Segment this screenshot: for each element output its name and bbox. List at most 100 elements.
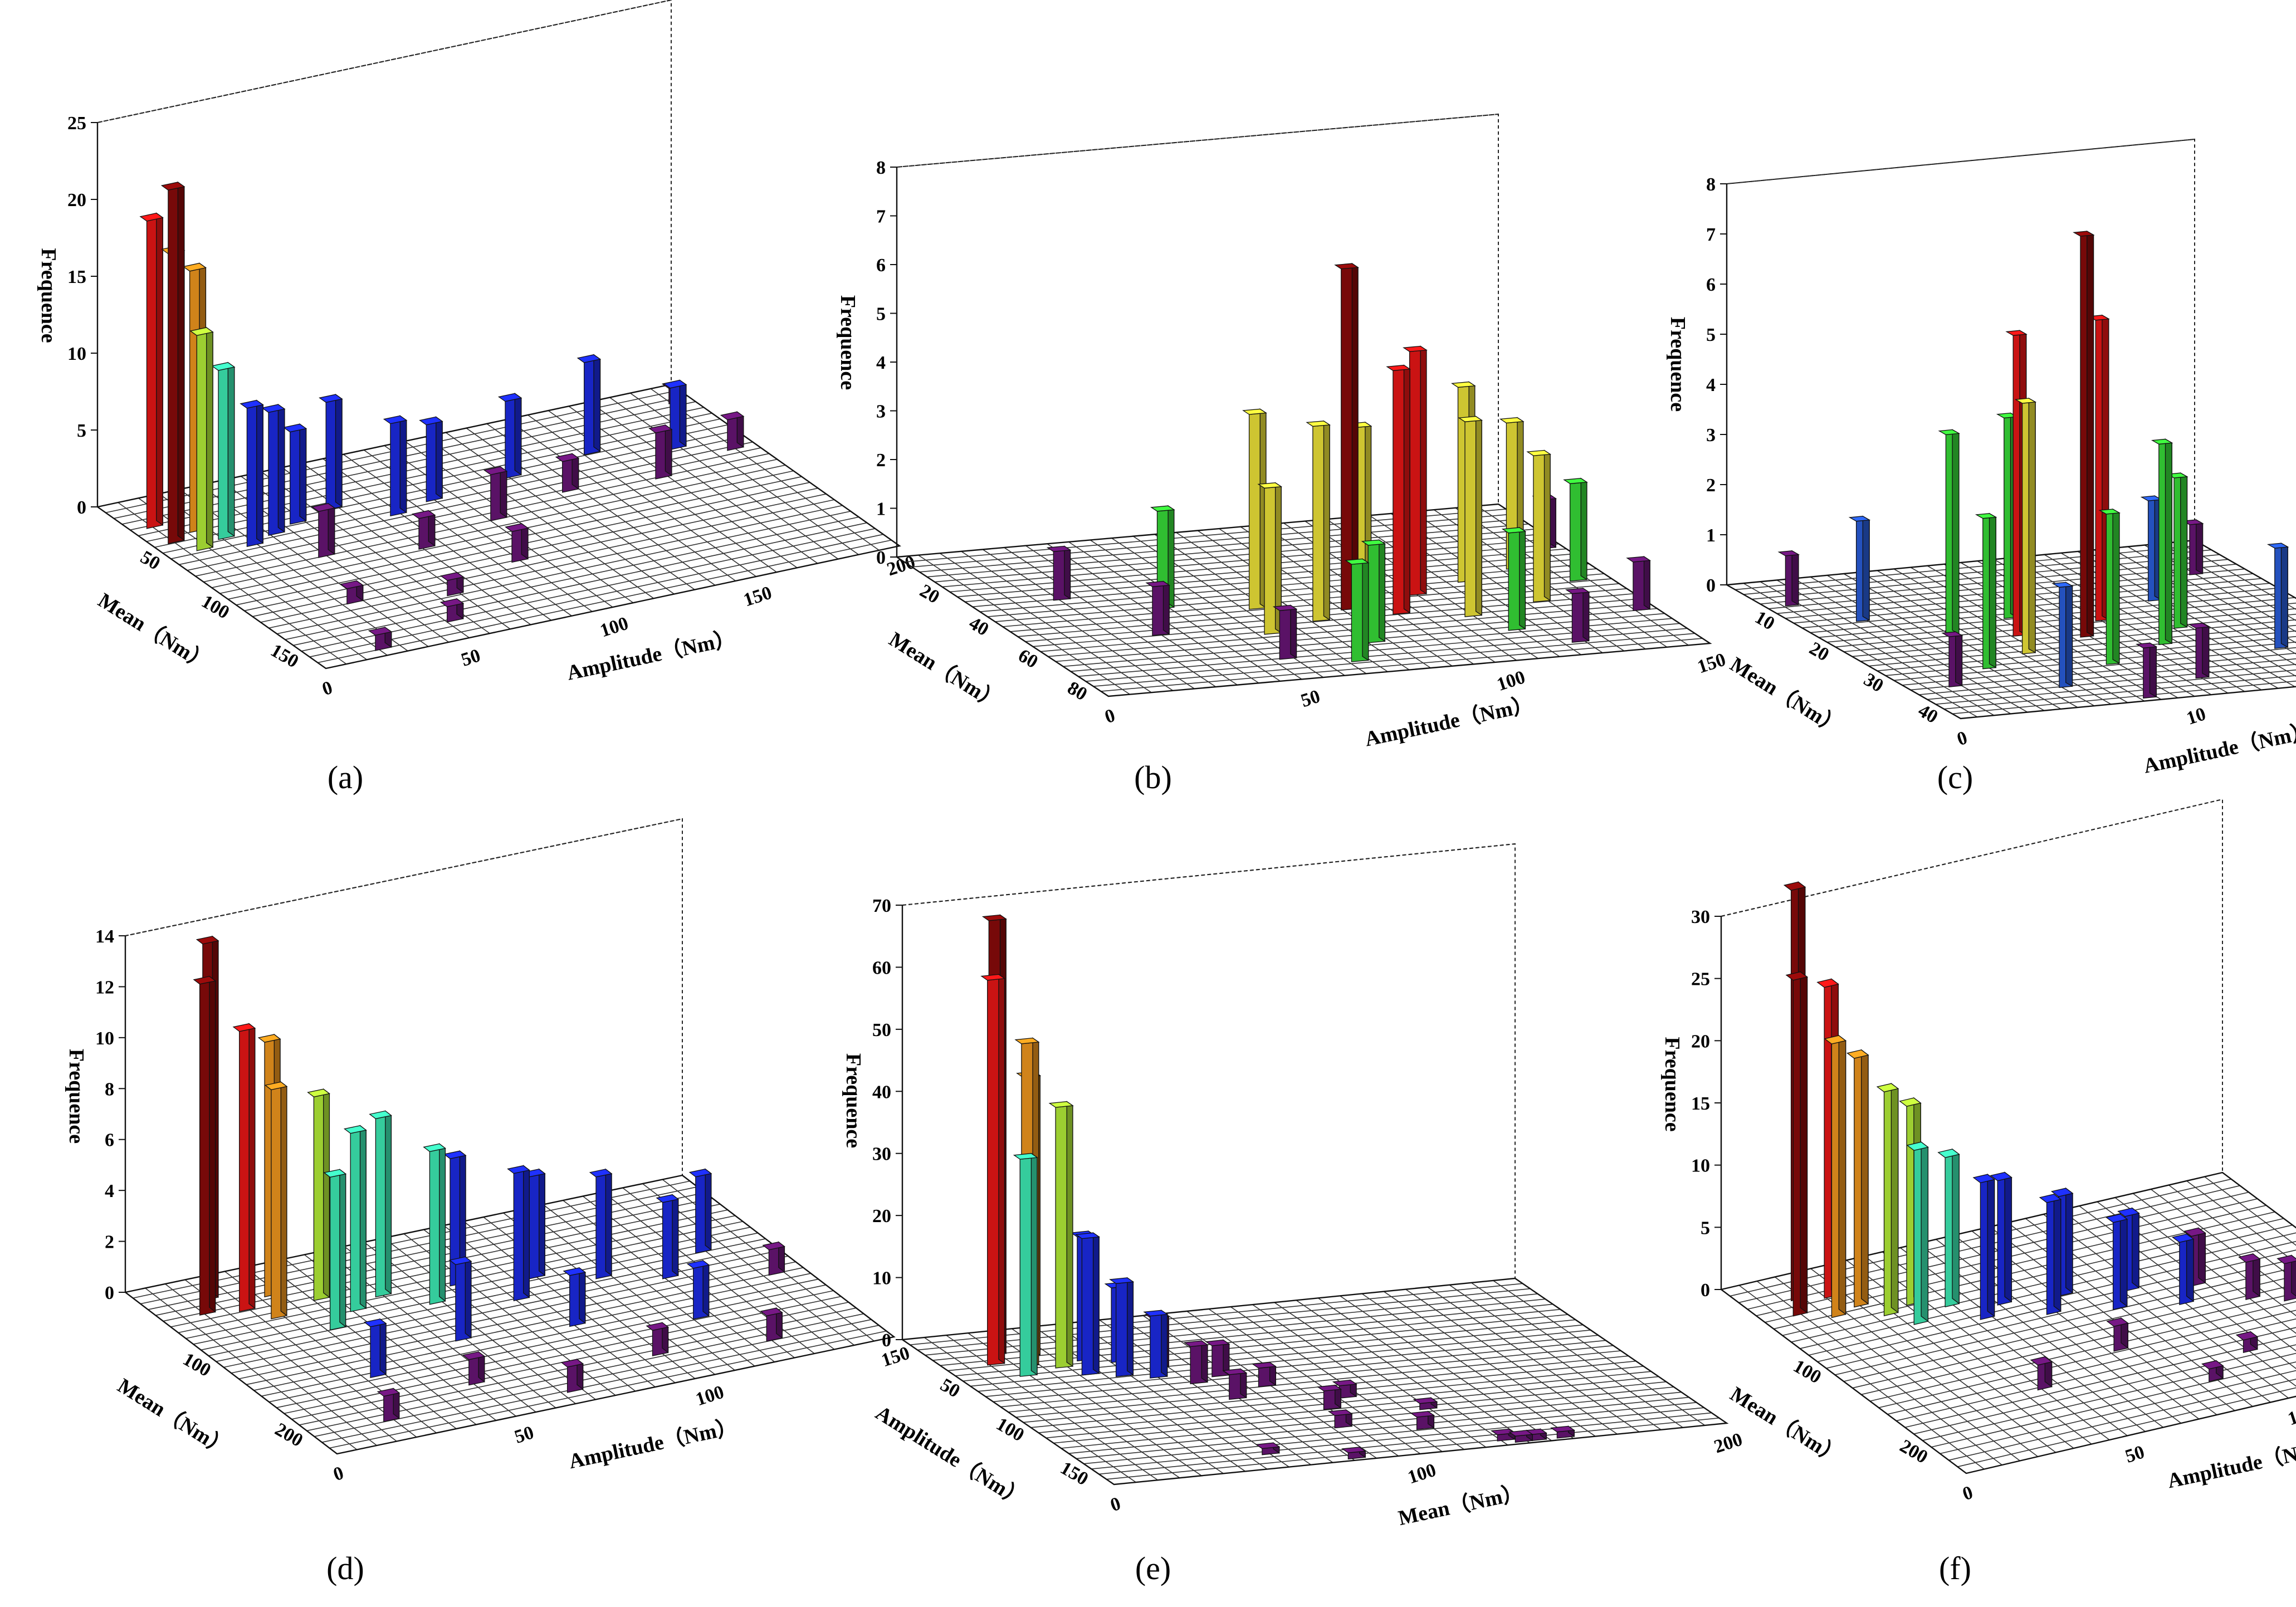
grid-line	[1086, 628, 1688, 682]
grid-line	[276, 511, 851, 634]
bar	[2030, 1356, 2053, 1391]
bar-top-face	[1777, 550, 1800, 556]
grid-line	[1340, 1295, 1552, 1442]
grid-line	[1061, 1386, 1674, 1449]
chart-panel-c: 0123456780102010203040FrequenceAmplitude…	[1666, 138, 2296, 795]
bar	[1048, 1101, 1074, 1369]
bar-side-face	[328, 502, 335, 555]
bar	[1458, 416, 1483, 617]
z-tick-label: 70	[872, 896, 891, 916]
bar-top-face	[448, 1256, 472, 1266]
bar	[1327, 1409, 1353, 1429]
bar-top-face	[1046, 545, 1072, 552]
bar-side-face	[523, 1165, 530, 1298]
bar-top-face	[1145, 580, 1171, 587]
bar	[369, 1110, 392, 1298]
bar	[483, 466, 508, 521]
grid-line	[568, 406, 798, 568]
bar-side-face	[2202, 622, 2210, 678]
bar-top-face	[1972, 1174, 1996, 1184]
bar	[311, 502, 336, 558]
grid-line	[527, 414, 756, 577]
bar-side-face	[277, 403, 285, 533]
bar-side-face	[500, 466, 507, 519]
bar-top-face	[1526, 450, 1552, 456]
bar-top-face	[497, 393, 522, 402]
bar-side-face	[665, 424, 672, 477]
bar-side-face	[1580, 477, 1587, 580]
bar-side-face	[323, 1088, 330, 1298]
bar	[419, 416, 443, 502]
bar	[2182, 519, 2204, 575]
bar	[563, 1267, 587, 1327]
bar	[261, 403, 286, 536]
bar-top-face	[1824, 1035, 1847, 1044]
x-tick-label: 50	[512, 1422, 536, 1448]
bar-top-face	[980, 974, 1006, 981]
z-tick-label: 2	[105, 1232, 114, 1253]
z-tick-label: 8	[105, 1079, 114, 1100]
bar-top-face	[2105, 1213, 2128, 1223]
bar-side-face	[2132, 1207, 2139, 1289]
grid-line	[1878, 1310, 2296, 1408]
bar-top-face	[462, 1351, 486, 1360]
bar	[1626, 555, 1652, 612]
grid-line	[2027, 555, 2262, 691]
panel-label: (c)	[1937, 759, 1973, 795]
chart-panel-a: 051015202505010015020050100150FrequenceA…	[37, 0, 918, 795]
x-tick-label: 0	[1960, 1482, 1976, 1505]
bar-top-face	[232, 1023, 256, 1032]
bar-top-face	[720, 411, 745, 421]
bar	[1972, 1173, 1996, 1320]
grid-line	[2114, 1197, 2296, 1334]
grid-line	[321, 1325, 880, 1443]
bar-side-face	[2186, 1233, 2194, 1302]
bar	[1306, 420, 1331, 622]
z-tick-label: 0	[105, 1283, 114, 1303]
bar	[1508, 1429, 1534, 1443]
bar	[1272, 604, 1298, 660]
grid-line	[589, 401, 818, 564]
z-tick-label: 1	[1706, 525, 1716, 546]
back-wall-frame	[1726, 138, 2195, 585]
y-axis-title: Mean（Nm）	[114, 1374, 234, 1461]
bar-top-face	[1846, 1049, 1869, 1059]
floor-frame	[124, 1174, 896, 1455]
z-tick-label: 2	[1706, 475, 1716, 496]
bar-top-face	[1205, 1339, 1230, 1346]
bar	[423, 1143, 446, 1305]
grid-line	[1002, 573, 1605, 627]
z-tick-label: 10	[872, 1268, 891, 1289]
bar-top-face	[2098, 509, 2121, 515]
bar-top-face	[1508, 1430, 1534, 1437]
bar-side-face	[156, 212, 163, 526]
bar-side-face	[2028, 397, 2036, 653]
bars	[193, 935, 785, 1423]
bar-top-face	[2135, 642, 2158, 648]
bar-side-face	[1030, 1152, 1038, 1376]
bar-side-face	[1127, 1277, 1134, 1376]
bar	[1876, 1082, 1899, 1317]
bar	[193, 975, 217, 1316]
bar-top-face	[656, 1194, 680, 1203]
bar-top-face	[2238, 1253, 2261, 1263]
bar-top-face	[646, 1322, 670, 1331]
bar-side-face	[1791, 550, 1799, 605]
bar-side-face	[299, 423, 307, 522]
bar	[1501, 526, 1527, 631]
x-tick-label: 0	[320, 677, 335, 700]
bar	[139, 212, 164, 529]
bar-side-face	[1066, 1101, 1073, 1367]
bar-side-face	[1290, 604, 1297, 659]
bar-top-face	[196, 936, 219, 945]
bar	[1846, 1049, 1869, 1308]
bar-side-face	[1921, 1141, 1929, 1322]
bar	[377, 1388, 400, 1423]
grid-line	[1843, 608, 2296, 652]
bar-top-face	[1783, 881, 1806, 891]
grid-line	[622, 1187, 835, 1350]
bar-top-face	[1996, 412, 2019, 419]
bar-top-face	[2051, 582, 2074, 588]
z-tick-label: 4	[1706, 375, 1716, 395]
bar-top-face	[1499, 417, 1525, 424]
